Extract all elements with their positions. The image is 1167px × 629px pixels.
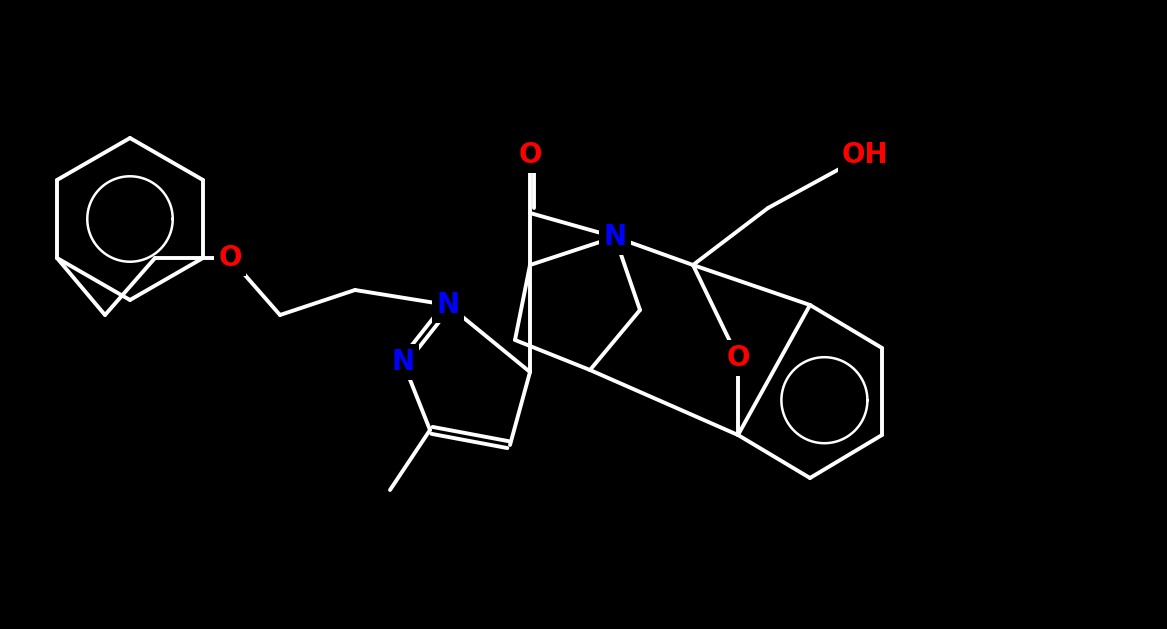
Text: O: O	[218, 244, 242, 272]
Text: OH: OH	[841, 141, 888, 169]
Text: N: N	[603, 223, 627, 251]
Text: N: N	[391, 348, 414, 376]
Text: O: O	[518, 141, 541, 169]
Text: N: N	[436, 291, 460, 319]
Text: O: O	[726, 344, 749, 372]
